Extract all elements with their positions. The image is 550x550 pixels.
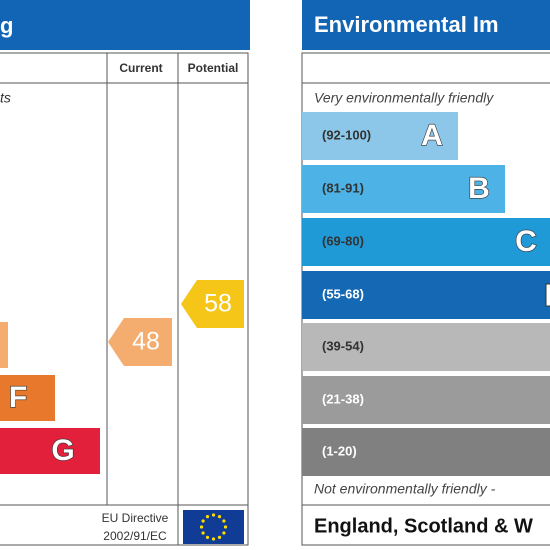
band xyxy=(302,165,505,213)
star xyxy=(201,531,205,535)
band-range: (21-38) xyxy=(322,391,364,406)
eu-stars xyxy=(199,513,228,541)
star xyxy=(217,535,222,539)
band-letter: F xyxy=(9,381,27,414)
star xyxy=(223,525,228,529)
band xyxy=(302,271,550,319)
band xyxy=(0,322,8,368)
band-range: (39-54) xyxy=(322,338,364,353)
potential-arrow xyxy=(181,280,244,328)
current-arrow xyxy=(108,318,172,366)
band xyxy=(0,375,55,421)
frame xyxy=(0,52,249,546)
header xyxy=(0,0,250,50)
band xyxy=(0,428,100,474)
current-rating: 48 xyxy=(132,328,160,356)
band-letter-partial xyxy=(545,283,550,307)
star xyxy=(211,537,216,541)
band-range: (1-20) xyxy=(322,443,357,458)
title: Environmental Im xyxy=(314,12,499,37)
footer-text: 2002/91/EC xyxy=(103,529,167,543)
star xyxy=(205,515,210,519)
band-range: (81-91) xyxy=(322,180,364,195)
star xyxy=(217,515,222,519)
potential-rating: 58 xyxy=(204,290,232,318)
star xyxy=(222,519,226,523)
header xyxy=(302,0,550,50)
star xyxy=(222,531,226,535)
band-letter: C xyxy=(515,225,537,258)
band xyxy=(302,428,550,476)
band xyxy=(302,218,550,266)
note: Not environmentally friendly - xyxy=(314,481,496,497)
band xyxy=(302,376,550,424)
footer-text: EU Directive xyxy=(102,511,169,525)
column-header: Potential xyxy=(188,61,239,75)
band xyxy=(302,323,550,371)
star xyxy=(201,519,205,523)
note: Very environmentally friendly xyxy=(314,90,494,106)
band xyxy=(302,112,458,160)
footer-text: England, Scotland & W xyxy=(314,515,533,537)
band-letter: A xyxy=(421,119,443,152)
title: g xyxy=(0,13,13,38)
band-range: (55-68) xyxy=(322,286,364,301)
note: ts xyxy=(0,90,11,106)
column-header: Current xyxy=(119,61,162,75)
star xyxy=(199,525,204,529)
band-range: (69-80) xyxy=(322,233,364,248)
band-range: (92-100) xyxy=(322,127,371,142)
band-letter: B xyxy=(468,172,490,205)
star xyxy=(205,535,210,539)
star xyxy=(211,513,216,517)
band-letter: G xyxy=(51,434,74,467)
